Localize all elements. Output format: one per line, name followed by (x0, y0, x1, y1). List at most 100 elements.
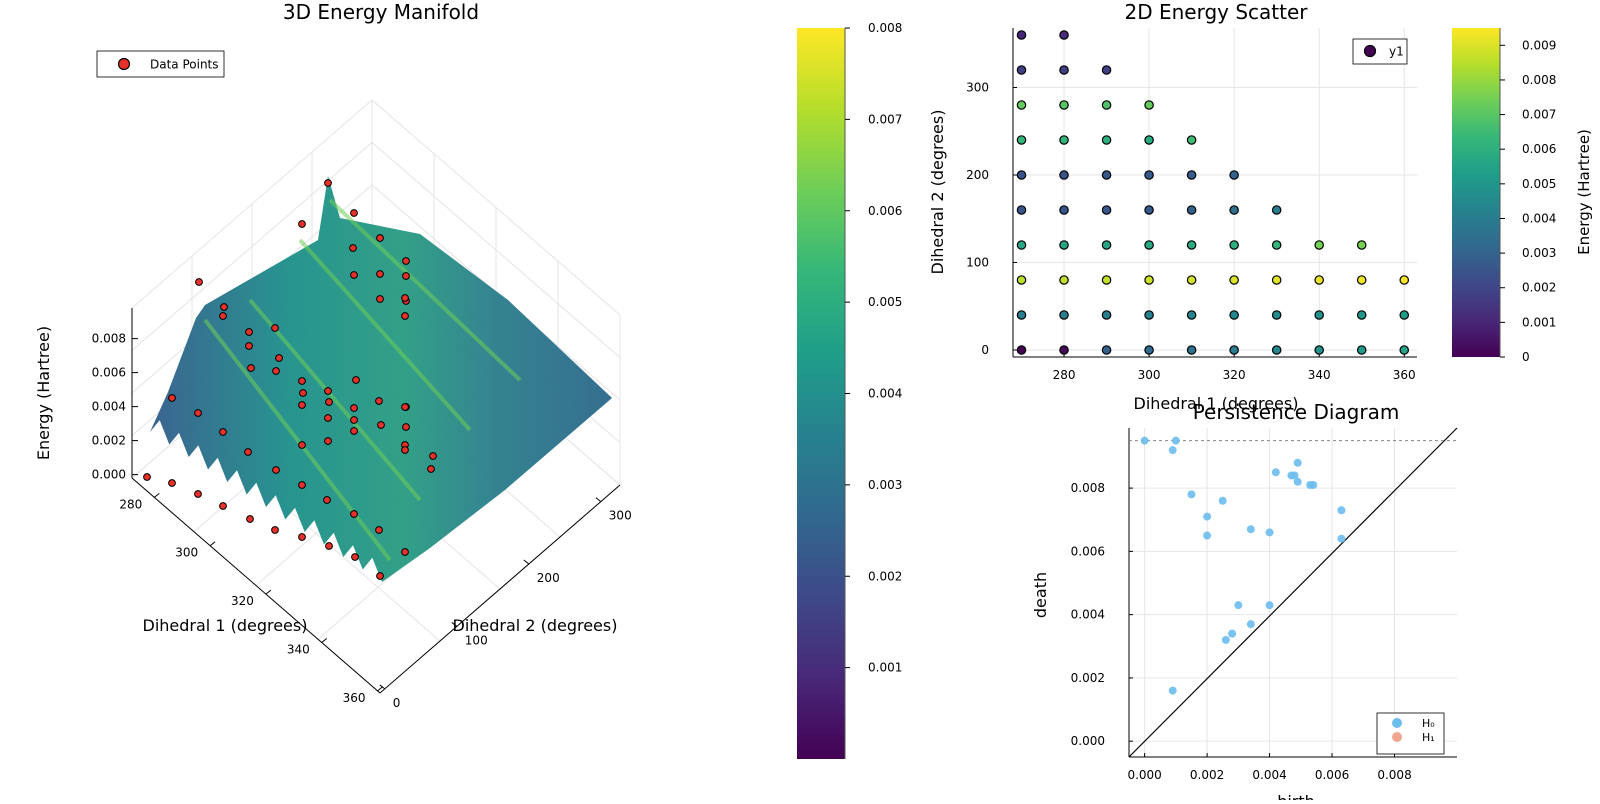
scatter-colorbar-tick-label: 0.005 (1522, 177, 1556, 191)
scatter-point (1356, 240, 1367, 250)
scatter-point (1059, 135, 1069, 145)
scatter-point (1271, 240, 1282, 250)
scatter-point (1101, 100, 1112, 110)
colorbar-tick-label: 0.008 (868, 21, 902, 35)
persistence-points (1140, 436, 1346, 695)
scatter-point (1059, 170, 1069, 180)
surface-x-axis (131, 477, 381, 694)
scatter-point (1229, 205, 1239, 215)
scatter-point (1016, 100, 1027, 110)
scatter-point (1271, 275, 1282, 285)
persistence-y-tick-label: 0.002 (1071, 671, 1105, 685)
colorbar-tick-label: 0.005 (868, 295, 902, 309)
surface-z-tick-label: 0.008 (92, 332, 126, 346)
surface-data-point (324, 437, 332, 445)
legend-marker-h1 (1392, 732, 1402, 742)
scatter-point (1186, 170, 1197, 180)
persistence-h0-point (1203, 512, 1212, 521)
scatter-point (1399, 310, 1410, 320)
scatter-point (1101, 240, 1112, 250)
scatter-point (1059, 100, 1069, 110)
scatter-x-tick-label: 320 (1223, 368, 1246, 382)
scatter-point (1229, 345, 1239, 355)
persistence-y-tick-label: 0.006 (1071, 544, 1105, 558)
surface-data-point (401, 446, 409, 454)
scatter-point (1101, 275, 1112, 285)
persistence-y-tick-label: 0.000 (1071, 734, 1105, 748)
surface-x-tick-mark (377, 686, 383, 692)
scatter-colorbar: 0 0.001 0.002 0.003 0.004 0.005 0.006 0.007 0.00… (1452, 28, 1593, 364)
surface-data-point (324, 387, 332, 395)
surface-data-points (143, 179, 437, 580)
surface-data-point (350, 404, 358, 412)
surface-data-point (401, 312, 409, 320)
persistence-x-tick-label: 0.002 (1190, 768, 1224, 782)
scatter-gridlines (1013, 28, 1417, 357)
surface-data-point (219, 428, 227, 436)
surface-data-point (195, 278, 203, 286)
surface-data-point (275, 354, 283, 362)
surface-data-point (272, 367, 280, 375)
persistence-y-tick-label: 0.004 (1071, 608, 1105, 622)
surface-data-point (325, 542, 333, 550)
scatter-legend-label: y1 (1389, 45, 1404, 59)
surface-xlabel: Dihedral 1 (degrees) (143, 616, 308, 635)
surface-zlabel: Energy (Hartree) (34, 326, 53, 460)
surface-data-point (298, 533, 306, 541)
surface-data-point (375, 526, 383, 534)
surface-data-point (168, 479, 176, 487)
surface-z-tick-label: 0.006 (92, 366, 126, 380)
surface-data-point (350, 209, 358, 217)
surface-data-point (349, 244, 357, 252)
surface-data-point (376, 234, 384, 242)
surface-z-tick-label: 0.000 (92, 468, 126, 482)
scatter-point (1016, 240, 1027, 250)
surface-legend: Data Points (96, 50, 225, 78)
persistence-h0-point (1187, 490, 1196, 499)
persistence-h0-point (1218, 496, 1227, 505)
scatter-colorbar-label: Energy (Hartree) (1575, 129, 1593, 255)
surface-data-point (350, 271, 358, 279)
scatter-colorbar-tick-label: 0 (1522, 350, 1530, 364)
colorbar-tick-label: 0.001 (868, 661, 902, 675)
surface-y-tick-mark (595, 497, 602, 503)
surface-plot: 3D Energy Manifold 0.0000.0020.0040.0060… (34, 0, 632, 710)
scatter-point (1186, 275, 1197, 285)
scatter-point (1144, 100, 1154, 110)
scatter-point (1144, 205, 1154, 215)
persistence-y-tick-label: 0.008 (1071, 481, 1105, 495)
surface-z-tick-label: 0.004 (92, 400, 126, 414)
surface-data-point (351, 553, 359, 561)
scatter-point (1016, 275, 1027, 285)
scatter-point (1101, 205, 1112, 215)
scatter-point (1016, 310, 1027, 320)
persistence-plot: Persistence Diagram 0.000 0.002 0.004 0.006… (1031, 400, 1458, 804)
surface-data-point (401, 403, 409, 411)
surface-data-point (427, 465, 435, 473)
colorbar-tick-label: 0.003 (868, 478, 902, 492)
surface-data-point (350, 510, 358, 518)
surface-data-point (143, 473, 151, 481)
scatter-y-tick-label: 300 (966, 81, 989, 95)
scatter-point (1101, 310, 1112, 320)
surface-axes: 0.000 0.002 0.004 0.006 0.008 280 300 320 340 360… (92, 308, 632, 710)
surface-data-point (402, 257, 410, 265)
surface-data-point (402, 423, 410, 431)
surface-data-point (245, 328, 253, 336)
persistence-h0-point (1221, 635, 1230, 644)
scatter-x-tick-label: 280 (1053, 368, 1076, 382)
surface-data-point (376, 270, 384, 278)
surface-x-tick-mark (265, 589, 272, 595)
scatter-point (1101, 135, 1112, 145)
persistence-h0-point (1246, 620, 1255, 629)
persistence-h0-point (1271, 468, 1280, 477)
surface-y-tick-label: 300 (609, 509, 632, 523)
surface-x-tick-label: 320 (231, 594, 254, 608)
scatter-points (1016, 30, 1410, 355)
surface-data-point (271, 324, 279, 332)
scatter-point (1059, 30, 1069, 40)
scatter-title: 2D Energy Scatter (1124, 0, 1308, 24)
scatter-point (1229, 310, 1239, 320)
